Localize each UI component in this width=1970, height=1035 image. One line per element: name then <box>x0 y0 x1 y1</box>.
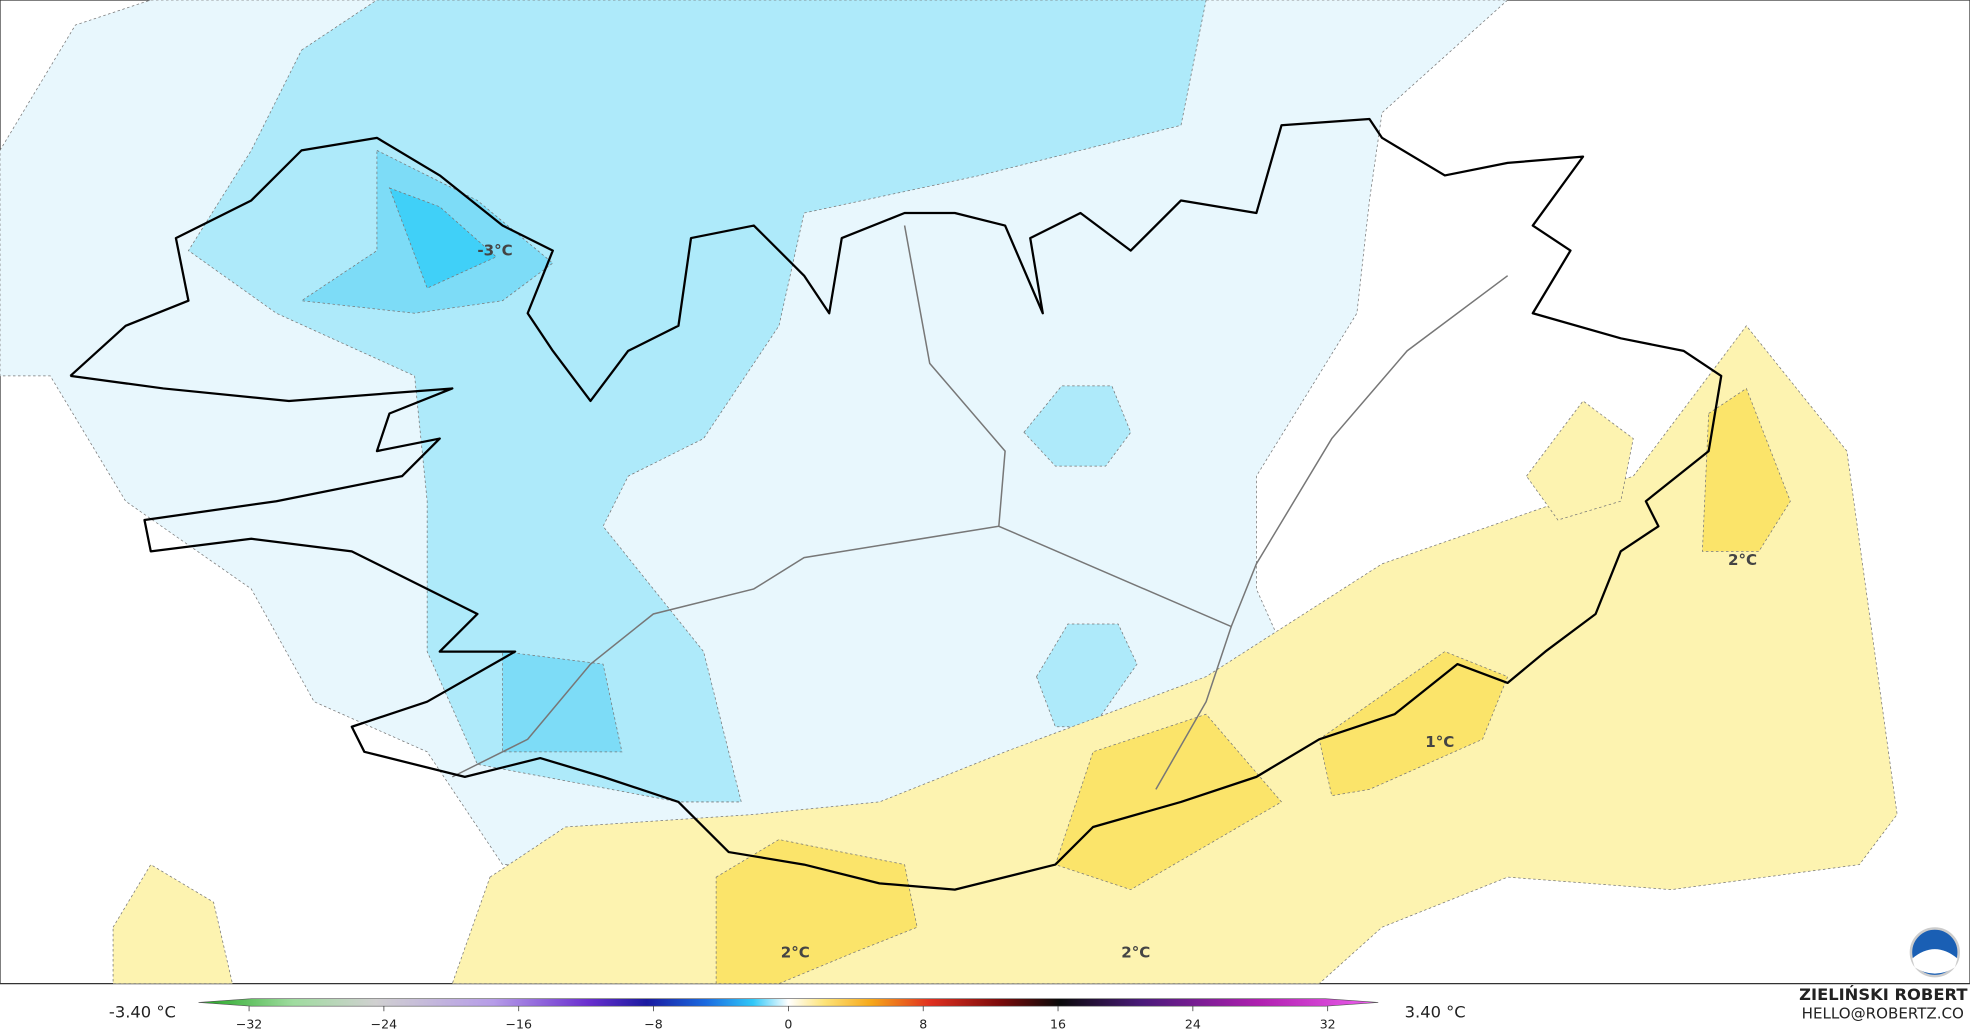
border-line <box>1155 626 1232 790</box>
colorbar: -3.40 °C 3.40 °C −32 −24 −16 −8 0 8 16 24 32 <box>109 998 1466 1032</box>
region-blue <box>502 651 623 753</box>
colorbar-tick-label: −8 <box>644 1017 663 1032</box>
region-yellow <box>1054 713 1283 891</box>
credit-email: HELLO@ROBERTZ.CO <box>1802 1005 1964 1023</box>
credit-author: ZIELIŃSKI ROBERT <box>1799 985 1968 1004</box>
colorbar-tick-label: 8 <box>919 1017 927 1032</box>
region-yellow <box>1318 651 1509 797</box>
colorbar-bar <box>198 998 1379 1007</box>
colorbar-tick-label: 0 <box>784 1017 792 1032</box>
contour-label: 2°C <box>781 943 810 961</box>
region-cyan <box>1023 385 1132 467</box>
border-line <box>451 225 1006 778</box>
region-yellow <box>1701 387 1791 552</box>
colorbar-tick-label: 24 <box>1185 1017 1201 1032</box>
contour-label: -3°C <box>477 242 512 260</box>
logo-wave <box>1912 949 1958 974</box>
contour-label: 1°C <box>1425 733 1454 751</box>
region-light-yellow <box>1526 400 1634 521</box>
colorbar-min-label: -3.40 °C <box>109 1002 176 1021</box>
region-yellow <box>715 839 918 985</box>
colorbar-tick-label: 16 <box>1050 1017 1066 1032</box>
colorbar-tick-label: −32 <box>236 1017 262 1032</box>
region-light-yellow <box>451 325 1898 985</box>
colorbar-tick-label: −24 <box>371 1017 398 1032</box>
contour-label: 2°C <box>1728 551 1757 569</box>
coastline <box>69 117 1723 891</box>
region-deep-blue <box>388 187 497 289</box>
colorbar-max-label: 3.40 °C <box>1405 1002 1466 1021</box>
colorbar-tick-label: −16 <box>505 1017 532 1032</box>
region-light-yellow <box>112 864 233 985</box>
region-cyan <box>1036 623 1138 728</box>
border-line <box>998 275 1509 628</box>
map: -3°C 2°C 1°C 2°C 2°C <box>0 0 1970 985</box>
contour-label: 2°C <box>1121 943 1150 961</box>
noaa-logo <box>1909 927 1960 978</box>
colorbar-tick-label: 32 <box>1320 1017 1336 1032</box>
